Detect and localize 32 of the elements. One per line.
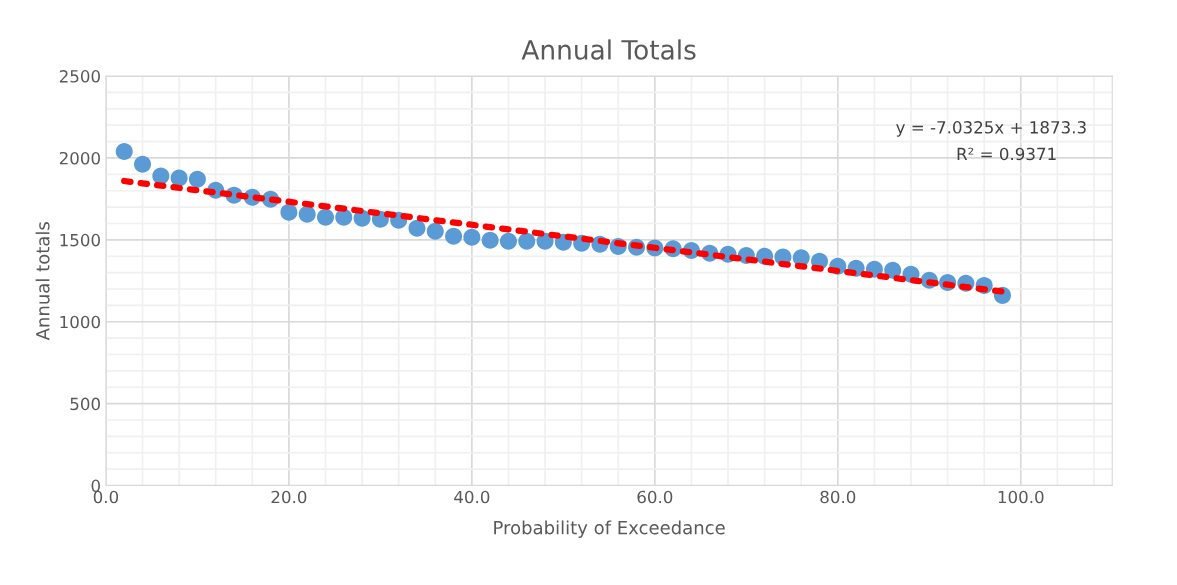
x-tick-label: 20.0: [271, 490, 307, 504]
x-tick-label: 60.0: [637, 490, 673, 504]
point: [115, 142, 133, 160]
y-tick-label: 2000: [59, 151, 100, 165]
y-tick-label: 0: [91, 479, 100, 493]
y-tick-label: 1500: [60, 233, 100, 247]
point: [408, 219, 426, 237]
point: [481, 231, 499, 249]
annotation: y = -7.0325x + 1873.3: [896, 121, 1086, 137]
point: [298, 205, 316, 223]
x-tick-label: 40.0: [454, 490, 490, 504]
x-tick-label: 80.0: [820, 490, 856, 504]
y-tick-label: 1000: [60, 315, 100, 329]
y-axis-title: Annual totals: [35, 222, 50, 341]
point: [188, 170, 206, 188]
point: [463, 228, 481, 246]
y-tick-label: 500: [70, 397, 100, 411]
point: [170, 169, 188, 187]
x-tick-label: 0.0: [93, 490, 119, 504]
x-axis-title: Probability of Exceedance: [494, 520, 725, 538]
point: [152, 167, 170, 185]
point: [499, 232, 517, 250]
point: [280, 203, 298, 221]
point: [426, 222, 444, 240]
annotation: R² = 0.9371: [957, 147, 1056, 161]
point: [316, 208, 334, 226]
chart-title: Annual Totals: [521, 39, 696, 60]
point: [518, 232, 536, 250]
y-tick-label: 2500: [59, 70, 100, 83]
point: [445, 227, 463, 245]
point: [134, 155, 152, 173]
x-tick-label: 100.0: [998, 490, 1044, 504]
